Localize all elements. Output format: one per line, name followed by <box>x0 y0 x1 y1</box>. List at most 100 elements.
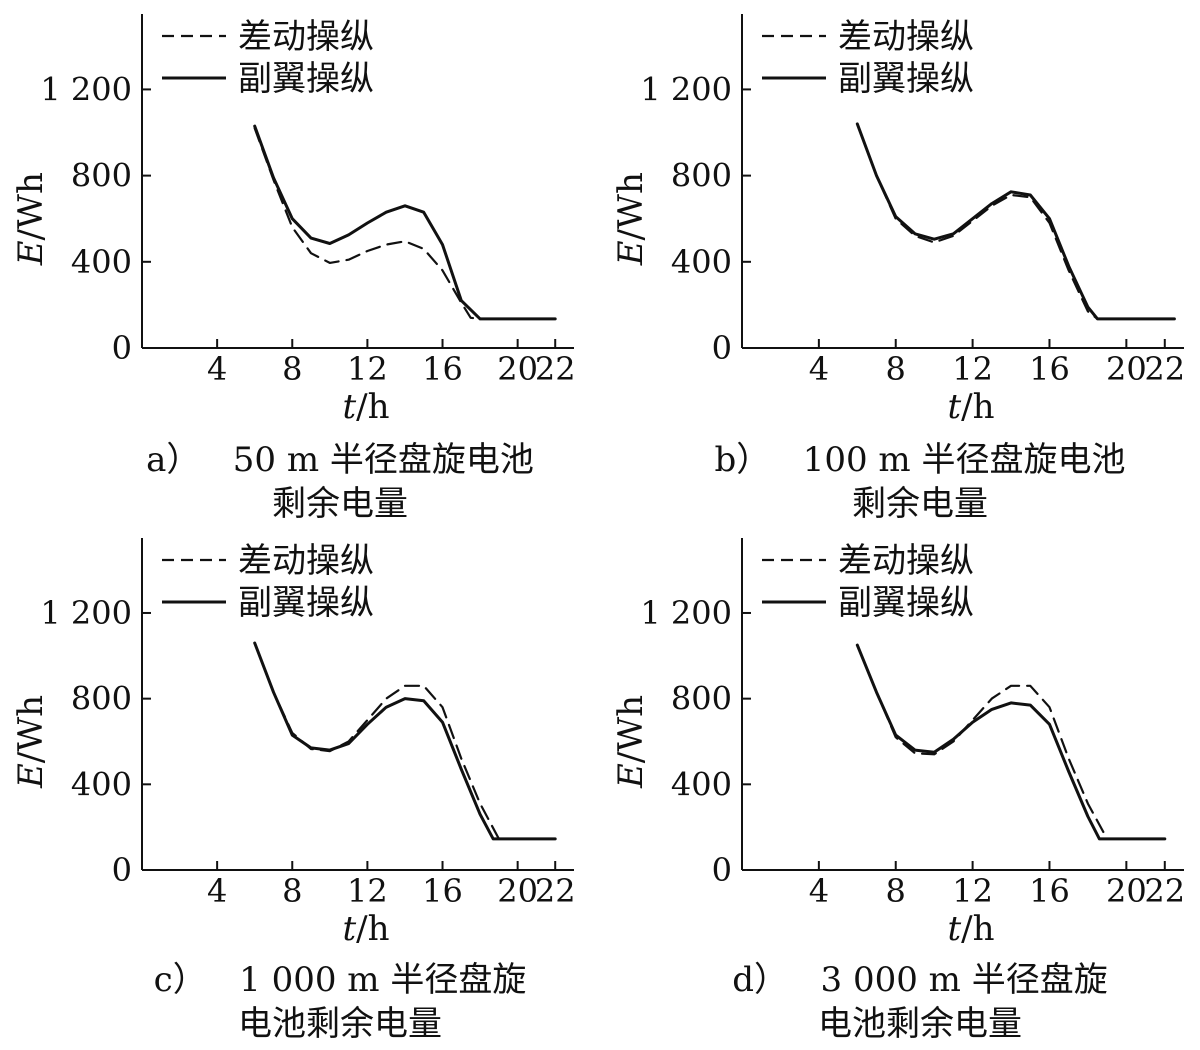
series-line-a-differential <box>253 127 557 320</box>
x-tick-label-c: 16 <box>422 872 463 910</box>
legend-label-d: 差动操纵 <box>838 541 974 581</box>
x-axis-var-b: t <box>947 387 961 427</box>
caption-c-line-1: c） 1 000 m 半径盘旋 <box>60 958 620 1002</box>
y-axis-label-b: E/Wh <box>611 172 651 266</box>
caption-b: b） 100 m 半径盘旋电池 剩余电量 <box>640 438 1200 526</box>
x-tick-label-d: 20 <box>1106 872 1147 910</box>
x-axis-unit-c: /h <box>356 909 389 949</box>
panel-label-c: c） <box>153 960 207 1000</box>
x-tick-label-b: 4 <box>809 350 829 388</box>
x-tick-label-b: 12 <box>952 350 993 388</box>
x-axis-label-a: t/h <box>342 387 389 427</box>
x-tick-label-d: 4 <box>809 872 829 910</box>
x-tick-label-b: 16 <box>1029 350 1070 388</box>
x-tick-label-d: 16 <box>1029 872 1070 910</box>
caption-c-title: 1 000 m 半径盘旋 <box>239 960 527 1000</box>
y-axis-var-b: E <box>611 240 651 266</box>
x-tick-label-a: 4 <box>207 350 227 388</box>
x-axis-var-a: t <box>342 387 356 427</box>
y-tick-label-a: 800 <box>71 157 132 195</box>
x-tick-label-a: 16 <box>422 350 463 388</box>
caption-a-line-1: a） 50 m 半径盘旋电池 <box>60 438 620 482</box>
x-tick-label-c: 8 <box>282 872 302 910</box>
x-axis-var-d: t <box>947 909 961 949</box>
x-tick-label-c: 22 <box>535 872 576 910</box>
y-tick-label-a: 0 <box>112 329 132 367</box>
series-line-c-aileron <box>253 641 557 841</box>
y-tick-label-b: 800 <box>671 157 732 195</box>
x-axis-label-c: t/h <box>342 909 389 949</box>
y-axis-unit-b: /Wh <box>611 172 651 240</box>
x-axis-var-c: t <box>342 909 356 949</box>
x-tick-label-a: 22 <box>535 350 576 388</box>
caption-a: a） 50 m 半径盘旋电池 剩余电量 <box>60 438 620 526</box>
x-tick-label-a: 20 <box>497 350 538 388</box>
y-tick-label-d: 800 <box>671 680 732 718</box>
x-tick-label-a: 8 <box>282 350 302 388</box>
caption-d-line-2: 电池剩余电量 <box>818 1004 1022 1044</box>
legend-label-b: 差动操纵 <box>838 17 974 57</box>
x-tick-label-a: 12 <box>347 350 388 388</box>
series-line-b-aileron <box>855 122 1176 321</box>
caption-a-title: 50 m 半径盘旋电池 <box>232 440 534 480</box>
x-tick-label-c: 12 <box>347 872 388 910</box>
caption-d: d） 3 000 m 半径盘旋 电池剩余电量 <box>640 958 1200 1046</box>
x-axis-label-d: t/h <box>947 909 994 949</box>
y-axis-label-d: E/Wh <box>611 695 651 789</box>
x-axis-unit-b: /h <box>961 387 994 427</box>
x-axis-unit-d: /h <box>961 909 994 949</box>
y-tick-label-d: 1 200 <box>640 594 732 632</box>
legend-label-c: 副翼操纵 <box>238 583 374 623</box>
y-axis-unit-a: /Wh <box>11 172 51 240</box>
y-tick-label-b: 0 <box>712 329 732 367</box>
y-tick-label-c: 400 <box>71 765 132 803</box>
x-axis-label-b: t/h <box>947 387 994 427</box>
x-axis-unit-a: /h <box>356 387 389 427</box>
panel-label-a: a） <box>146 440 201 480</box>
caption-b-line-2: 剩余电量 <box>852 484 988 524</box>
y-tick-label-b: 1 200 <box>640 70 732 108</box>
legend-label-a: 副翼操纵 <box>238 59 374 99</box>
caption-a-line-2: 剩余电量 <box>272 484 408 524</box>
caption-b-title: 100 m 半径盘旋电池 <box>802 440 1126 480</box>
caption-c-line-2: 电池剩余电量 <box>238 1004 442 1044</box>
series-line-d-aileron <box>855 643 1167 841</box>
x-tick-label-c: 20 <box>497 872 538 910</box>
x-tick-label-c: 4 <box>207 872 227 910</box>
legend-label-b: 副翼操纵 <box>838 59 974 99</box>
panel-label-b: b） <box>714 440 771 480</box>
x-tick-label-b: 20 <box>1106 350 1147 388</box>
y-axis-unit-d: /Wh <box>611 695 651 763</box>
y-tick-label-c: 0 <box>112 851 132 889</box>
x-tick-label-b: 8 <box>886 350 906 388</box>
x-tick-label-d: 8 <box>886 872 906 910</box>
y-axis-unit-c: /Wh <box>11 695 51 763</box>
y-tick-label-a: 400 <box>71 243 132 281</box>
y-tick-label-c: 1 200 <box>40 594 132 632</box>
x-tick-label-d: 12 <box>952 872 993 910</box>
y-axis-label-c: E/Wh <box>11 695 51 789</box>
y-axis-var-a: E <box>11 240 51 266</box>
series-line-a-aileron <box>253 124 557 321</box>
y-tick-label-a: 1 200 <box>40 70 132 108</box>
legend-label-c: 差动操纵 <box>238 541 374 581</box>
y-tick-label-b: 400 <box>671 243 732 281</box>
y-tick-label-c: 800 <box>71 680 132 718</box>
series-line-b-differential <box>856 122 1176 320</box>
y-axis-label-a: E/Wh <box>11 172 51 266</box>
panel-label-d: d） <box>732 960 789 1000</box>
x-tick-label-d: 22 <box>1144 872 1185 910</box>
y-tick-label-d: 0 <box>712 851 732 889</box>
caption-c: c） 1 000 m 半径盘旋 电池剩余电量 <box>60 958 620 1046</box>
caption-d-line-1: d） 3 000 m 半径盘旋 <box>640 958 1200 1002</box>
legend-label-d: 副翼操纵 <box>838 583 974 623</box>
legend-label-a: 差动操纵 <box>238 17 374 57</box>
y-tick-label-d: 400 <box>671 765 732 803</box>
caption-d-title: 3 000 m 半径盘旋 <box>820 960 1108 1000</box>
y-axis-var-d: E <box>611 763 651 789</box>
